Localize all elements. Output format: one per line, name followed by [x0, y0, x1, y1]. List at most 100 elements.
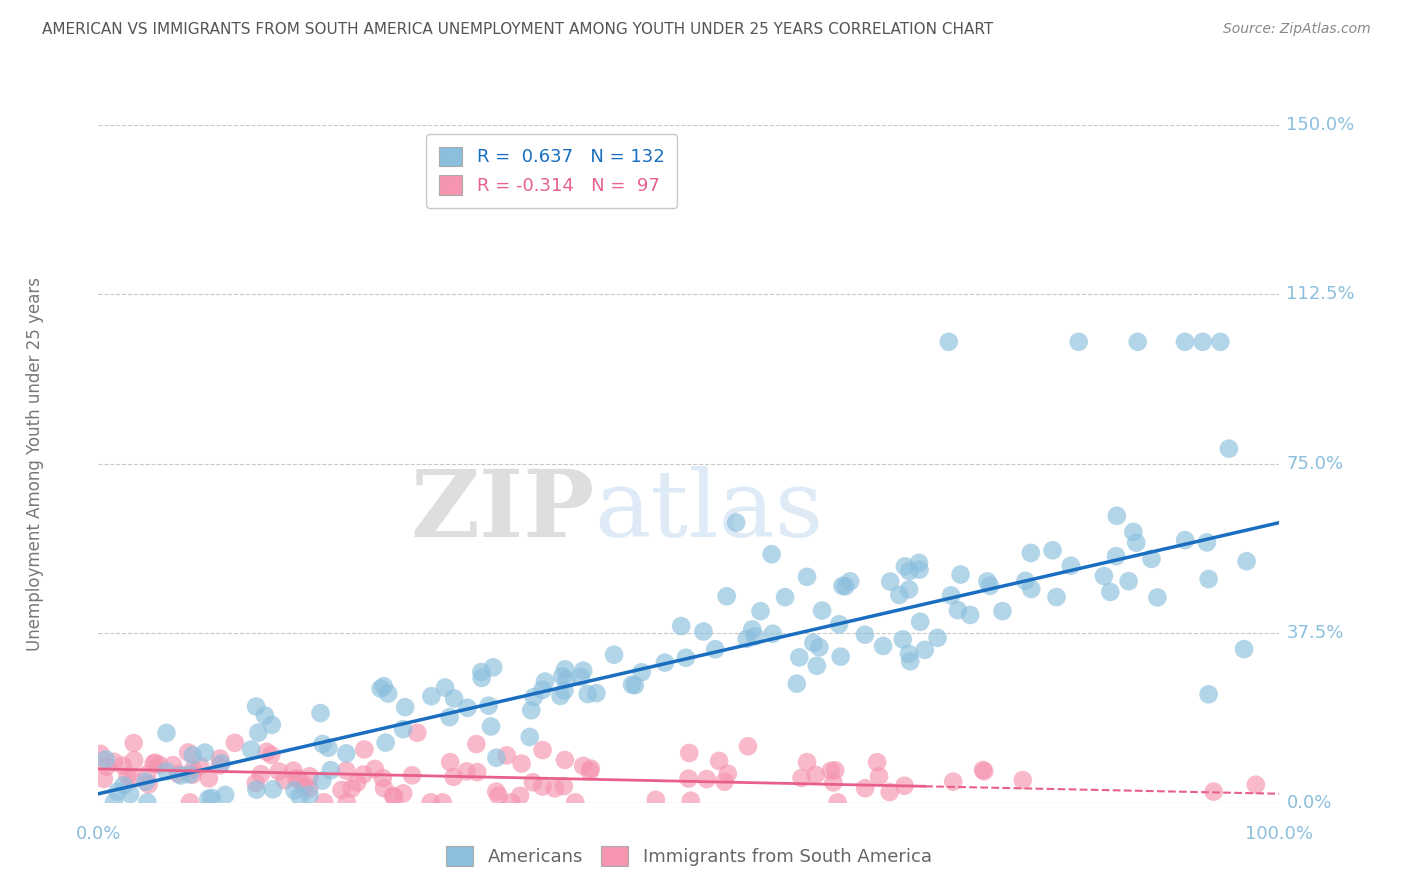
Point: [1244, 778, 1267, 792]
Point: [256, 745, 278, 759]
Point: [520, 703, 543, 717]
Point: [1122, 524, 1144, 539]
Point: [630, 665, 652, 680]
Point: [572, 664, 595, 678]
Point: [311, 773, 333, 788]
Text: 75.0%: 75.0%: [1286, 455, 1344, 473]
Point: [824, 764, 846, 778]
Point: [1042, 543, 1064, 558]
Point: [725, 516, 748, 530]
Point: [823, 775, 845, 789]
Point: [510, 756, 533, 771]
Point: [1105, 508, 1128, 523]
Point: [103, 795, 125, 809]
Point: [179, 767, 201, 781]
Point: [773, 590, 796, 604]
Point: [136, 795, 159, 809]
Point: [1019, 582, 1042, 596]
Point: [879, 785, 901, 799]
Point: [406, 725, 429, 739]
Point: [288, 772, 311, 787]
Point: [122, 736, 145, 750]
Point: [443, 770, 465, 784]
Point: [465, 765, 488, 780]
Point: [1045, 590, 1067, 604]
Point: [827, 795, 849, 809]
Point: [346, 775, 368, 789]
Point: [713, 774, 735, 789]
Point: [340, 781, 363, 796]
Point: [439, 710, 461, 724]
Point: [155, 764, 177, 779]
Point: [522, 775, 544, 789]
Point: [353, 767, 375, 781]
Point: [938, 334, 960, 349]
Point: [991, 604, 1014, 618]
Point: [796, 570, 818, 584]
Point: [1125, 535, 1147, 549]
Point: [392, 786, 415, 800]
Point: [914, 643, 936, 657]
Point: [550, 689, 572, 703]
Point: [531, 780, 554, 794]
Point: [253, 708, 276, 723]
Point: [1014, 574, 1036, 588]
Point: [1195, 535, 1218, 549]
Point: [247, 725, 270, 739]
Point: [868, 769, 890, 783]
Point: [292, 780, 315, 794]
Point: [789, 650, 811, 665]
Point: [801, 636, 824, 650]
Point: [551, 669, 574, 683]
Point: [245, 699, 267, 714]
Point: [198, 772, 221, 786]
Point: [194, 746, 217, 760]
Point: [201, 791, 224, 805]
Point: [897, 647, 920, 661]
Point: [1011, 773, 1033, 788]
Point: [148, 758, 170, 772]
Point: [1118, 574, 1140, 589]
Point: [585, 686, 607, 700]
Point: [434, 681, 457, 695]
Point: [678, 772, 700, 786]
Text: 37.5%: 37.5%: [1286, 624, 1344, 642]
Point: [1174, 334, 1197, 349]
Point: [531, 682, 554, 697]
Point: [309, 706, 332, 720]
Point: [891, 632, 914, 647]
Text: 112.5%: 112.5%: [1286, 285, 1355, 303]
Point: [485, 750, 508, 764]
Point: [572, 759, 595, 773]
Point: [273, 773, 295, 788]
Point: [972, 763, 994, 777]
Point: [806, 658, 828, 673]
Point: [245, 776, 267, 790]
Point: [181, 748, 204, 763]
Point: [208, 758, 231, 772]
Point: [457, 701, 479, 715]
Text: 0.0%: 0.0%: [1286, 794, 1331, 812]
Point: [138, 777, 160, 791]
Point: [879, 574, 901, 589]
Point: [898, 564, 921, 578]
Text: ZIP: ZIP: [411, 467, 595, 557]
Point: [245, 782, 267, 797]
Point: [312, 737, 335, 751]
Point: [820, 764, 842, 778]
Text: Source: ZipAtlas.com: Source: ZipAtlas.com: [1223, 22, 1371, 37]
Point: [214, 788, 236, 802]
Point: [439, 755, 461, 769]
Point: [761, 547, 783, 561]
Point: [1174, 533, 1197, 547]
Point: [262, 782, 284, 797]
Point: [319, 763, 342, 777]
Point: [136, 767, 159, 781]
Point: [946, 603, 969, 617]
Point: [531, 743, 554, 757]
Point: [579, 762, 602, 776]
Point: [209, 751, 232, 765]
Point: [509, 789, 531, 803]
Point: [553, 683, 575, 698]
Point: [142, 756, 165, 771]
